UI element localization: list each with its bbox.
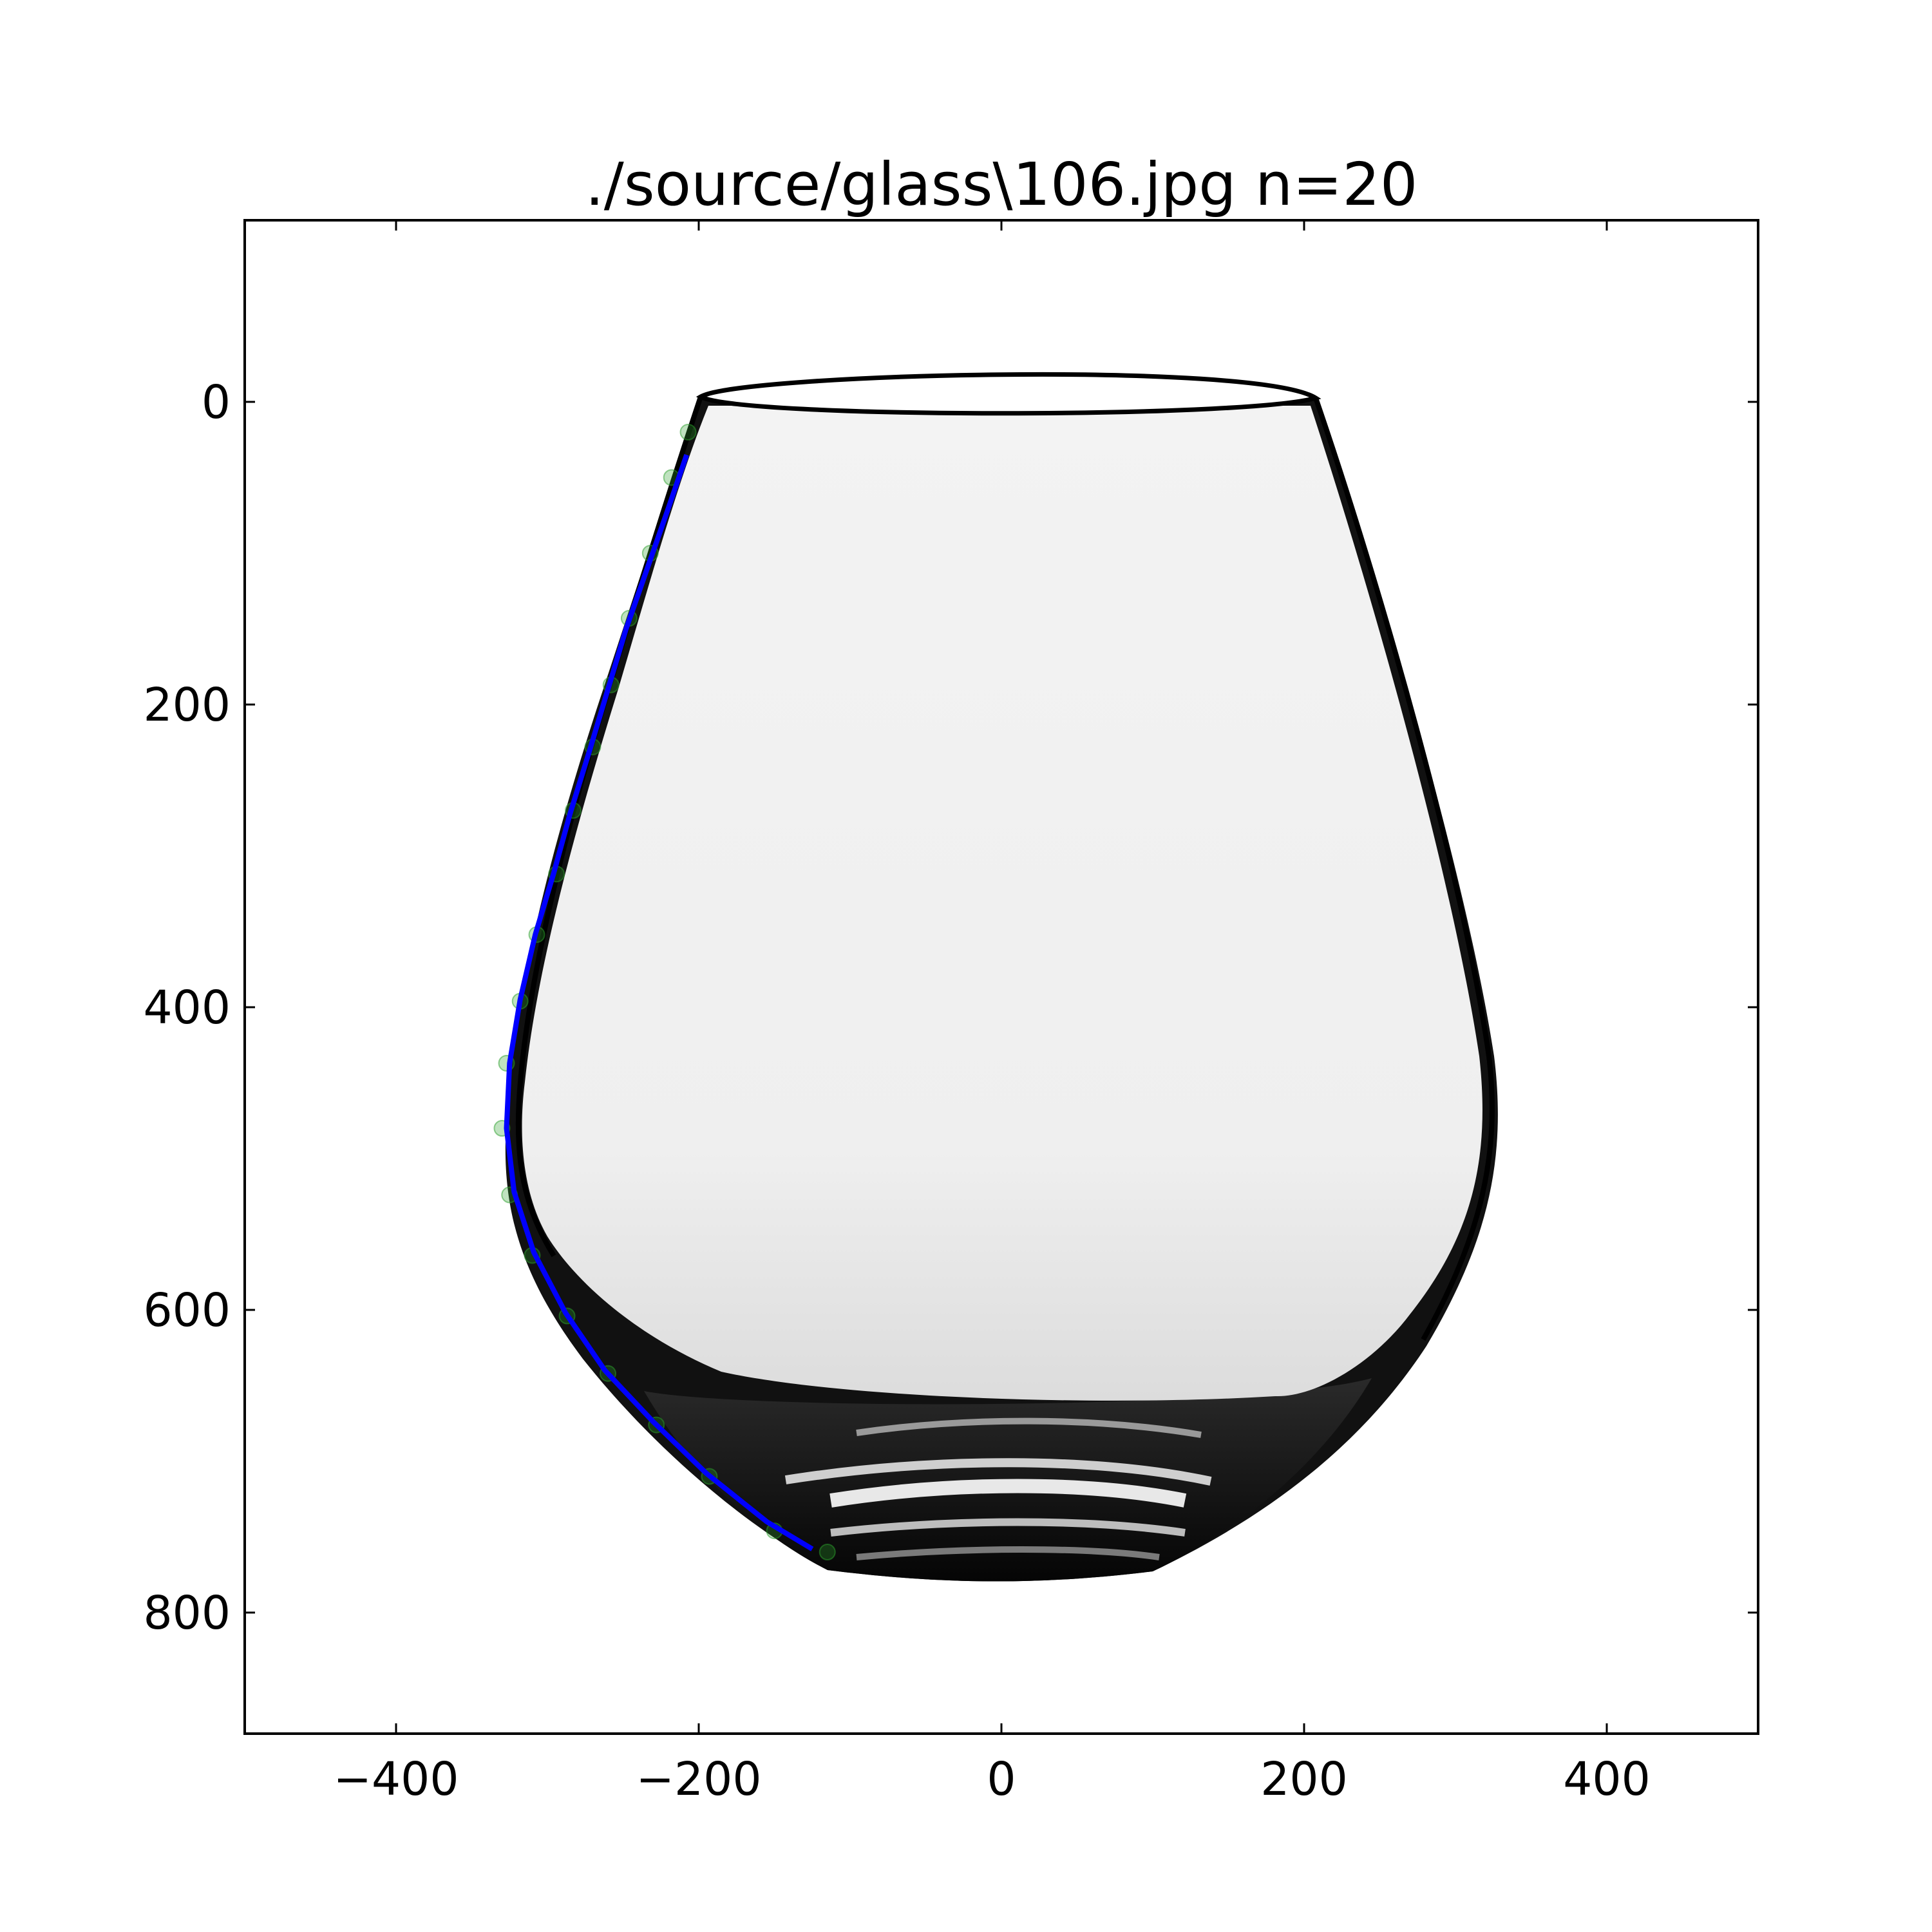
y-tick-label: 400 — [143, 981, 231, 1034]
x-tick-label: −200 — [636, 1752, 761, 1806]
x-tick-label: 400 — [1563, 1752, 1651, 1806]
glass-right-edge — [1313, 397, 1495, 1341]
x-tick-label: 0 — [987, 1752, 1016, 1806]
x-axis-ticks: −400 −200 0 200 400 — [333, 220, 1651, 1806]
glass-left-edge — [515, 395, 703, 1258]
y-tick-label: 800 — [143, 1586, 231, 1640]
series-layer — [493, 424, 836, 1560]
y-axis-ticks: 0 200 400 600 800 — [143, 375, 1758, 1640]
fitted-contour-line — [504, 454, 814, 1551]
glass-image — [505, 372, 1498, 1582]
x-tick-label: −400 — [333, 1752, 459, 1806]
sample-point — [679, 424, 697, 440]
base-highlights — [784, 1417, 1212, 1560]
y-tick-label: 0 — [202, 375, 231, 429]
sample-point — [819, 1544, 836, 1560]
y-tick-label: 200 — [143, 678, 231, 732]
chart-title: ./source/glass\106.jpg n=20 — [585, 150, 1418, 219]
x-tick-label: 200 — [1260, 1752, 1348, 1806]
plot-area — [245, 220, 1758, 1734]
glass-bowl — [522, 406, 1482, 1401]
y-tick-label: 600 — [143, 1283, 231, 1337]
